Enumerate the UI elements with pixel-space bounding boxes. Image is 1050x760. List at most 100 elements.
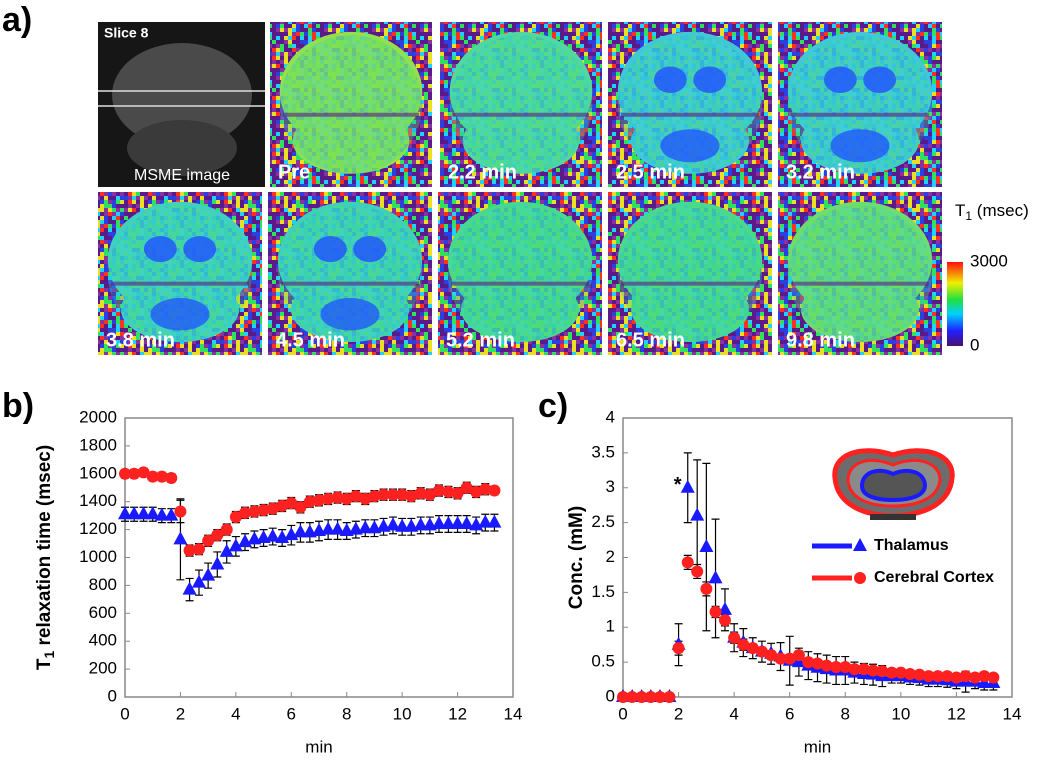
marker <box>950 671 963 684</box>
map-label: 2.5 min <box>616 161 685 183</box>
marker <box>118 506 132 520</box>
marker <box>441 516 456 530</box>
marker <box>432 516 447 530</box>
x-tick-label: 10 <box>891 704 910 723</box>
marker <box>174 505 187 518</box>
marker <box>368 490 381 503</box>
marker <box>276 499 289 512</box>
marker <box>931 670 944 683</box>
marker <box>737 638 750 651</box>
map-image <box>608 192 772 355</box>
map-image <box>98 192 262 355</box>
marker <box>414 487 427 500</box>
marker <box>969 671 982 684</box>
marker <box>145 506 160 520</box>
marker <box>228 538 243 552</box>
y-tick-label: 0.5 <box>591 652 615 671</box>
marker <box>663 691 676 703</box>
y-tick-label: 1000 <box>79 547 117 566</box>
x-tick-label: 12 <box>947 704 966 723</box>
marker <box>680 479 695 493</box>
marker <box>904 667 917 680</box>
marker <box>154 507 169 521</box>
marker <box>653 691 666 703</box>
marker <box>708 570 723 584</box>
marker <box>635 691 648 703</box>
x-tick-label: 0 <box>120 704 129 723</box>
x-tick-label: 0 <box>618 704 627 723</box>
map-image <box>268 192 432 355</box>
marker <box>488 484 501 497</box>
map-image <box>608 22 772 187</box>
marker <box>202 534 215 547</box>
marker <box>774 652 787 665</box>
marker <box>386 488 399 501</box>
marker <box>959 670 972 683</box>
marker <box>340 492 353 505</box>
marker <box>672 642 685 655</box>
panel-label: b) <box>2 387 34 425</box>
y-tick-label: 0 <box>606 686 615 705</box>
marker <box>718 614 731 627</box>
map-image <box>438 192 602 355</box>
marker <box>137 466 150 479</box>
colorbar <box>947 262 963 346</box>
x-tick-label: 4 <box>231 704 240 723</box>
marker <box>644 691 657 703</box>
marker <box>885 666 898 679</box>
slice-label: Slice 8 <box>104 25 149 41</box>
x-axis-label: min <box>305 737 332 756</box>
map-label: 2.2 min <box>448 161 517 183</box>
marker <box>709 605 722 618</box>
marker <box>450 516 465 530</box>
marker <box>294 501 307 514</box>
legend-marker <box>853 538 867 551</box>
marker <box>867 664 880 677</box>
y-tick-label: 0 <box>108 686 117 705</box>
colorbar-tick-label: 3000 <box>970 251 1008 270</box>
y-axis-label: Conc. (mM) <box>566 506 587 609</box>
marker <box>229 511 242 524</box>
y-tick-label: 2 <box>606 547 615 566</box>
x-tick-label: 4 <box>729 704 738 723</box>
marker <box>811 657 824 670</box>
marker <box>626 691 639 703</box>
map-label: 5.2 min <box>446 329 515 351</box>
y-tick-label: 800 <box>89 575 117 594</box>
anatomy-image: Slice 8 MSME image <box>98 22 265 187</box>
y-tick-label: 4 <box>606 407 615 426</box>
marker <box>857 663 870 676</box>
marker <box>433 484 446 497</box>
marker <box>894 666 907 679</box>
marker <box>802 656 815 669</box>
marker <box>746 642 759 655</box>
marker <box>479 483 492 496</box>
marker <box>322 492 335 505</box>
marker <box>413 517 428 531</box>
plot-frame <box>124 417 514 698</box>
map-label: 9.8 min <box>786 329 855 351</box>
map-label: 3.8 min <box>106 329 175 351</box>
map-image <box>270 22 432 187</box>
marker <box>978 670 991 683</box>
brain-inset <box>832 448 955 520</box>
marker <box>405 490 418 503</box>
annotation: * <box>674 474 682 496</box>
marker <box>783 652 796 665</box>
x-tick-label: 8 <box>841 704 850 723</box>
marker <box>470 485 483 498</box>
colorbar-title: T1 (msec) <box>955 201 1029 223</box>
x-axis-label: min <box>804 737 831 756</box>
panel-label: a) <box>2 1 32 39</box>
marker <box>220 523 233 536</box>
marker <box>459 516 474 530</box>
map-label: Pre <box>278 161 310 183</box>
y-tick-label: 600 <box>89 603 117 622</box>
marker <box>257 504 270 517</box>
marker <box>119 467 131 480</box>
marker <box>173 531 188 545</box>
marker <box>330 521 345 535</box>
marker <box>478 514 493 528</box>
marker <box>922 670 935 683</box>
marker <box>699 539 714 553</box>
